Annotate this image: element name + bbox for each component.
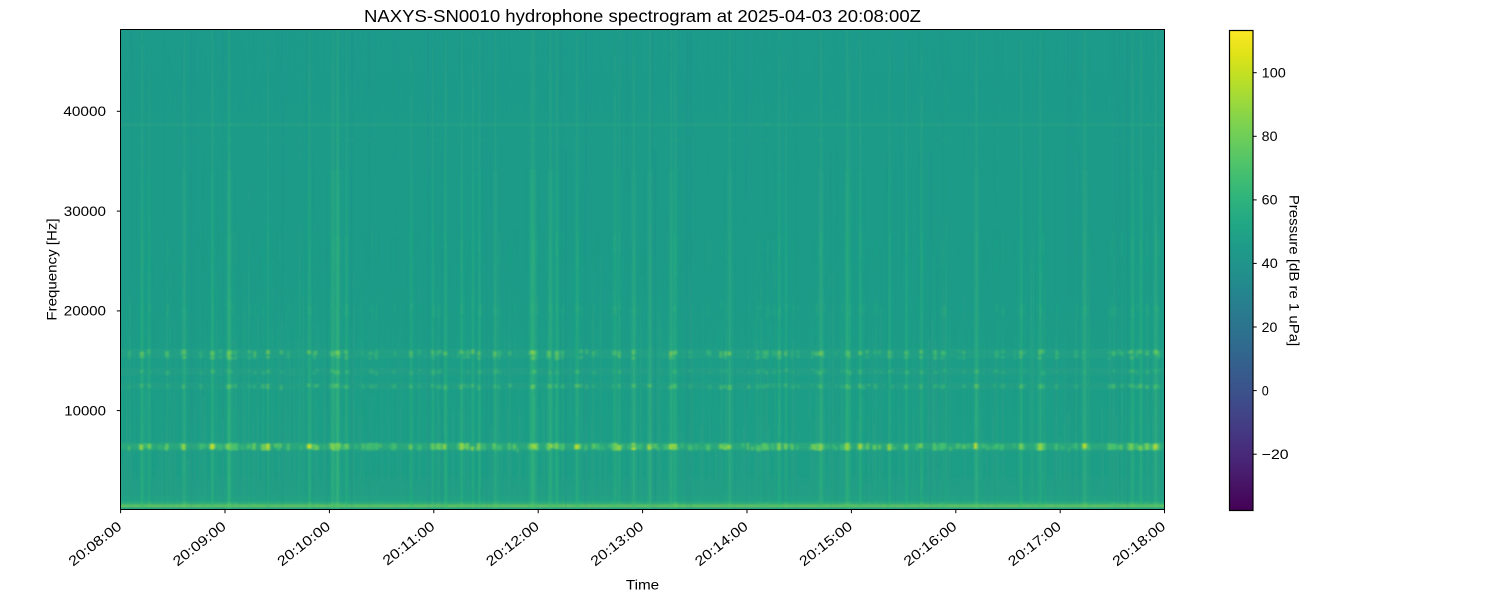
svg-text:NAXYS-SN0010 hydrophone spectr: NAXYS-SN0010 hydrophone spectrogram at 2… (364, 6, 921, 26)
svg-text:40000: 40000 (63, 103, 106, 119)
svg-text:40: 40 (1262, 255, 1278, 271)
svg-text:20: 20 (1262, 319, 1278, 335)
svg-text:−20: −20 (1262, 446, 1289, 462)
svg-text:10000: 10000 (64, 402, 106, 418)
svg-text:Time: Time (626, 577, 660, 593)
svg-text:0: 0 (1262, 382, 1269, 398)
svg-text:100: 100 (1262, 65, 1286, 81)
svg-text:60: 60 (1262, 192, 1278, 208)
svg-text:80: 80 (1262, 128, 1278, 144)
svg-text:Pressure [dB re 1 uPa]: Pressure [dB re 1 uPa] (1287, 195, 1303, 346)
svg-text:Frequency [Hz]: Frequency [Hz] (44, 218, 60, 320)
svg-text:20000: 20000 (64, 303, 106, 319)
svg-text:30000: 30000 (64, 203, 106, 219)
